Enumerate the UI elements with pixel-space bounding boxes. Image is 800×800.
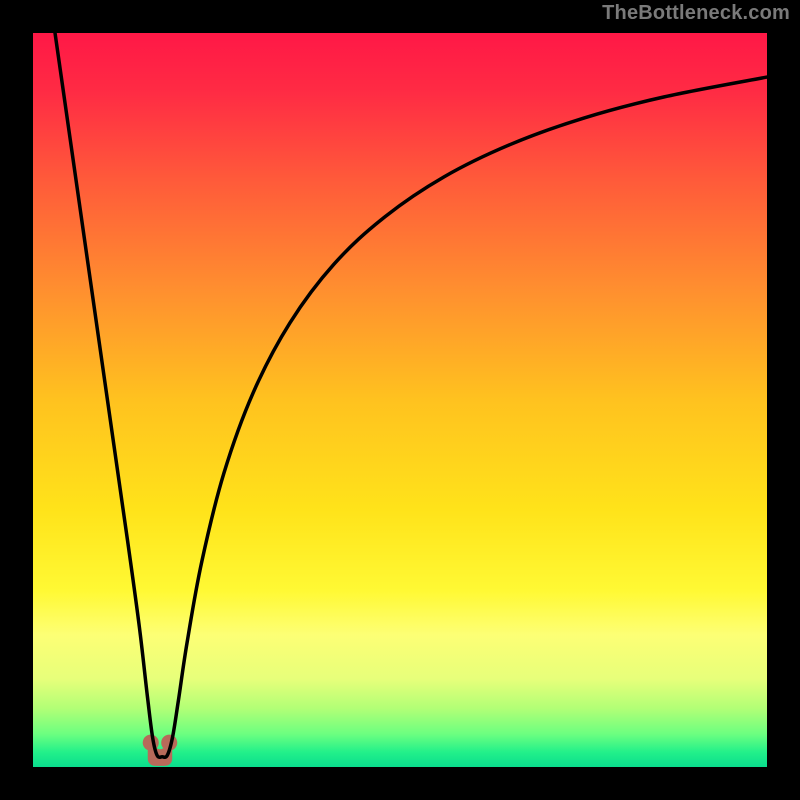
bottleneck-chart	[0, 0, 800, 800]
watermark-text: TheBottleneck.com	[602, 2, 790, 25]
